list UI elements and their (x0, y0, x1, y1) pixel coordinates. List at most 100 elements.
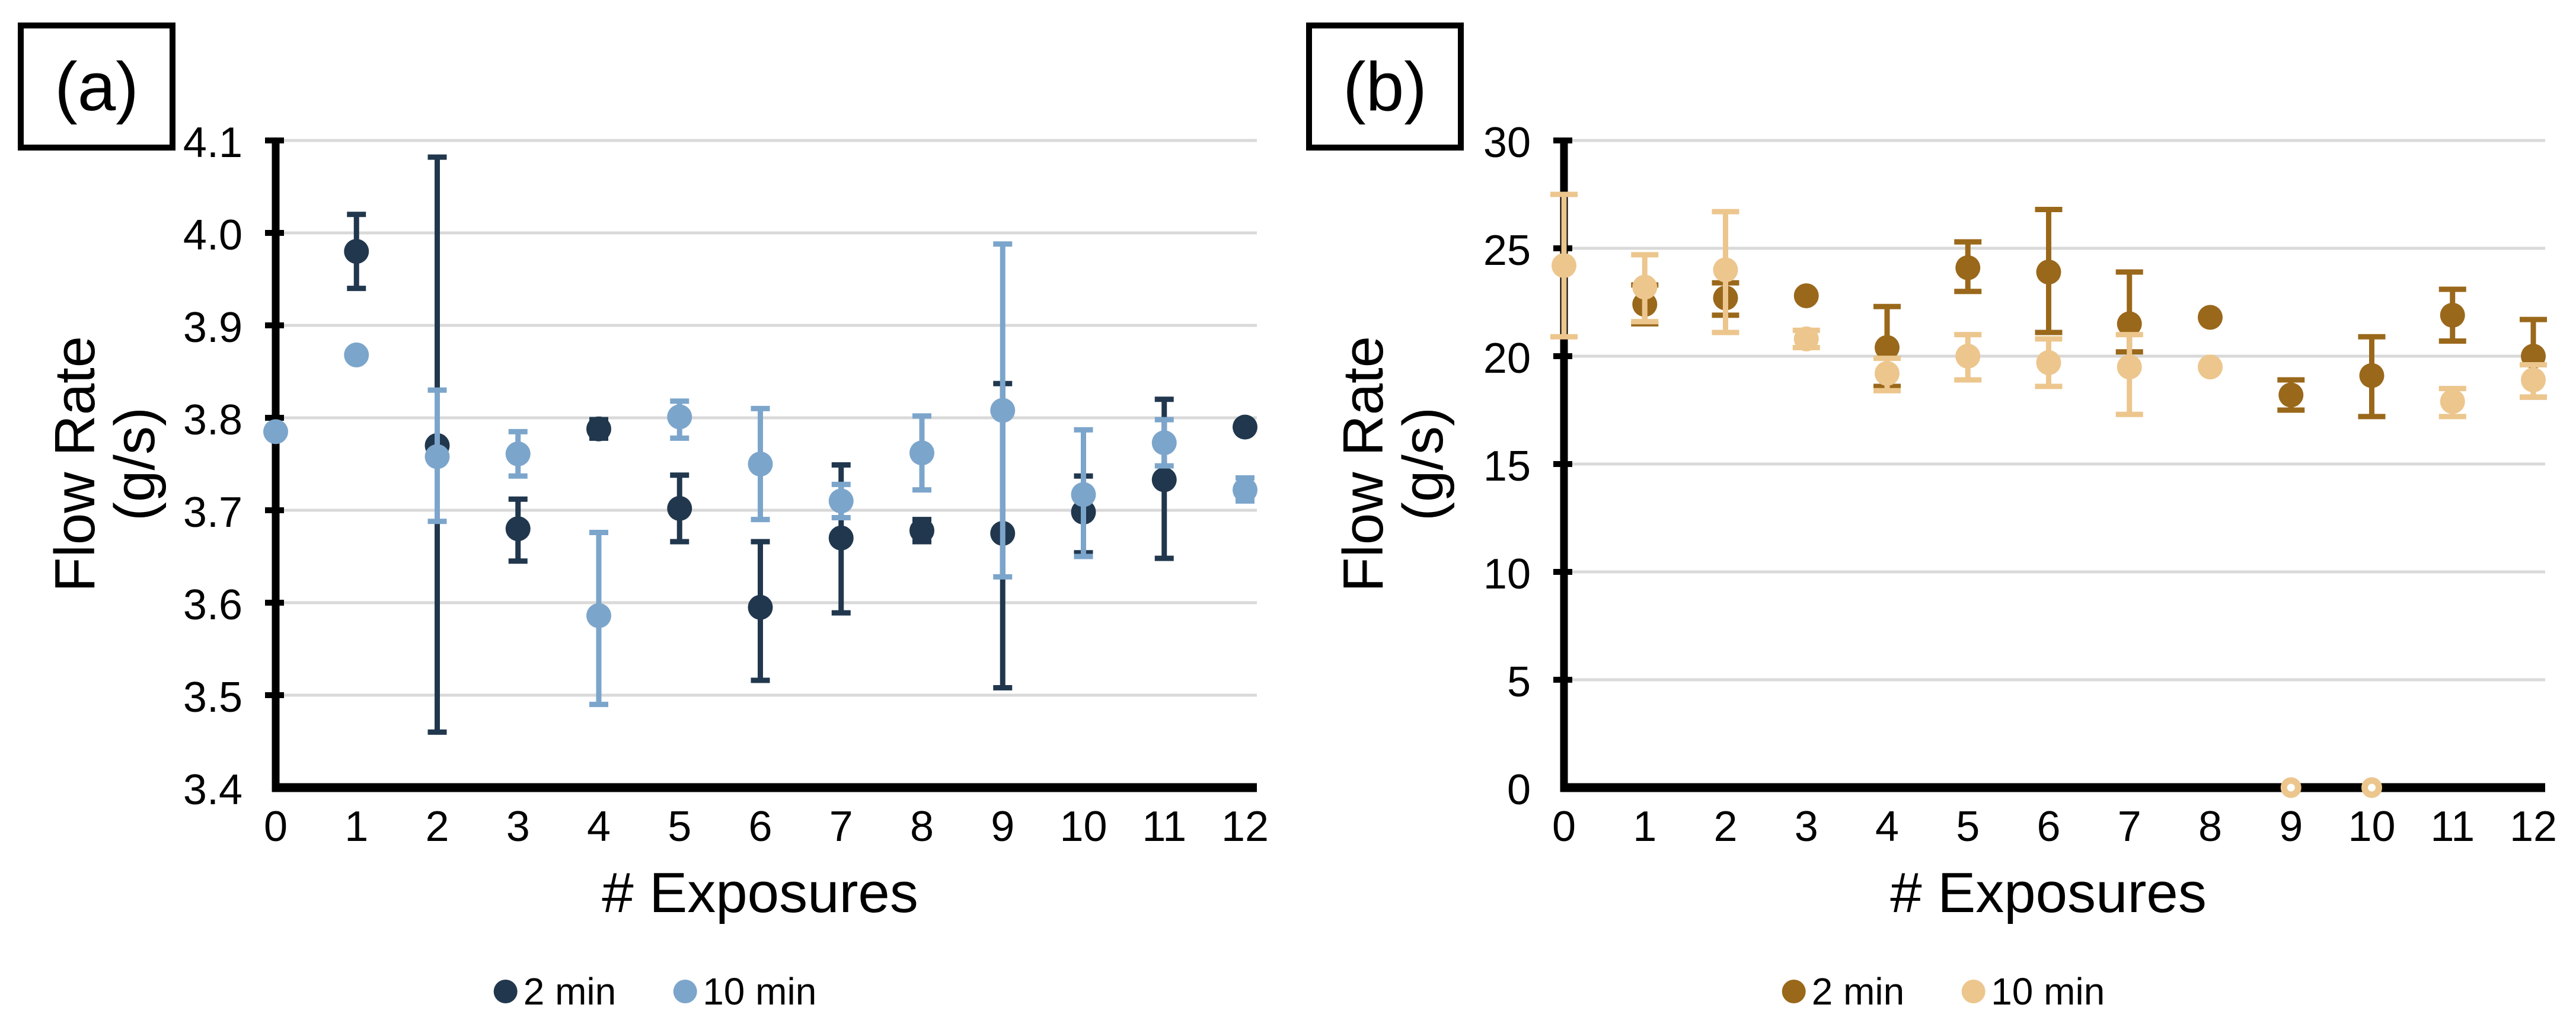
x-tick-label: 4 (587, 803, 611, 850)
data-point (424, 444, 450, 469)
panel-a: 3.4 3.5 3.6 3.7 3.8 3.9 4.0 4.1 0 1 2 3 4 5 6 7 8 9 10 11 12… (18, 23, 1269, 1013)
y-tick-label: 3.8 (183, 396, 242, 444)
data-point (909, 440, 934, 466)
data-point (2036, 260, 2061, 285)
data-point (1955, 344, 1981, 369)
data-point (586, 603, 611, 628)
legend-label-10min: 10 min (1991, 970, 2105, 1013)
legend-dot-2min-icon (493, 980, 518, 1003)
legend-item-10min: 10 min (1961, 970, 2105, 1013)
legend-dot-10min-icon (673, 980, 697, 1003)
data-point (748, 594, 773, 620)
data-point-ring (2361, 777, 2382, 798)
x-tick-label: 0 (1552, 803, 1576, 850)
panel-b-y-axis-title: Flow Rate (g/s) (1332, 335, 1455, 593)
x-tick-label: 3 (1795, 803, 1818, 850)
data-point (2278, 382, 2304, 408)
panel-a-x-axis-title: # Exposures (602, 861, 918, 925)
x-tick-label: 11 (2430, 803, 2475, 850)
y-tick-label: 3.9 (183, 304, 242, 351)
data-point (2521, 367, 2546, 393)
legend-label-10min: 10 min (703, 970, 817, 1013)
y-tick-label: 0 (1507, 766, 1531, 814)
data-point (2117, 311, 2142, 337)
y-axis-title-line-1: Flow Rate (1332, 335, 1396, 593)
x-tick-label: 2 (1713, 803, 1737, 850)
data-point (828, 488, 854, 514)
y-tick-label: 15 (1483, 443, 1531, 490)
gridlines (1564, 139, 2545, 682)
data-point (2359, 363, 2385, 388)
y-axis-title-line-1: Flow Rate (43, 335, 107, 593)
x-tick-label: 3 (506, 803, 530, 850)
data-point (1632, 274, 1658, 300)
panel-a-legend: 2 min 10 min (493, 970, 816, 1013)
y-tick-label: 3.7 (183, 489, 242, 536)
x-tick-label: 0 (264, 803, 288, 850)
y-tick-label: 4.1 (183, 119, 242, 167)
data-point (1233, 477, 1257, 503)
x-tick-label: 1 (1633, 803, 1656, 850)
y-tick-label: 30 (1483, 119, 1531, 167)
panel-b-x-axis-title: # Exposures (1890, 861, 2207, 925)
y-tick-label: 3.5 (183, 674, 242, 721)
x-tick-label: 2 (425, 803, 449, 850)
data-point (2198, 354, 2223, 380)
data-point (667, 495, 692, 521)
series-2-min (1631, 206, 2547, 420)
series-10-min (263, 241, 1257, 708)
legend-dot-2min-icon (1782, 980, 1806, 1003)
data-point (263, 419, 288, 444)
data-point (1552, 253, 1576, 279)
y-tick-label: 5 (1507, 658, 1531, 706)
data-point (344, 239, 369, 264)
data-point (1875, 361, 1900, 386)
y-tick-label: 20 (1483, 335, 1531, 382)
y-tick-labels: 0 5 10 15 20 25 30 (1483, 119, 1531, 814)
y-tick-label: 3.6 (183, 581, 242, 629)
data-point-ring (2280, 777, 2302, 798)
data-point (505, 516, 531, 542)
panel-b-label: (b) (1306, 23, 1464, 151)
x-tick-label: 10 (1059, 803, 1107, 850)
y-tick-label: 10 (1483, 551, 1531, 598)
panel-b: 0 5 10 15 20 25 30 0 1 2 3 4 5 6 7 8 9 10 11 12 (b) Flow Ra… (1288, 0, 2576, 1030)
y-axis-title-line-2: (g/s) (103, 407, 167, 522)
y-tick-label: 3.4 (183, 766, 242, 814)
panel-a-label: (a) (18, 23, 175, 151)
data-point (909, 518, 934, 543)
x-tick-label: 6 (2036, 803, 2060, 850)
data-point (1151, 430, 1177, 456)
panel-a-y-axis-title: Flow Rate (g/s) (43, 335, 167, 593)
y-tick-labels: 3.4 3.5 3.6 3.7 3.8 3.9 4.0 4.1 (183, 119, 242, 814)
data-point (828, 525, 854, 551)
series-10-min (1550, 191, 2547, 798)
y-tick-label: 25 (1483, 227, 1531, 274)
series-2-min (344, 154, 1257, 735)
panel-b-tag-text: (b) (1343, 48, 1427, 125)
data-point (1151, 467, 1177, 492)
data-point (2117, 354, 2142, 380)
data-point (2440, 302, 2465, 328)
x-tick-label: 7 (829, 803, 853, 850)
data-point (990, 398, 1016, 423)
legend-label-2min: 2 min (1811, 970, 1905, 1013)
x-tick-label: 12 (2510, 803, 2557, 850)
x-tick-label: 8 (2198, 803, 2222, 850)
panel-b-legend: 2 min 10 min (1782, 970, 2105, 1013)
data-point (2440, 389, 2465, 414)
data-point (1793, 326, 1819, 351)
y-axis-title-line-2: (g/s) (1391, 407, 1455, 522)
data-point (2036, 350, 2061, 375)
legend-item-2min: 2 min (1782, 970, 1905, 1013)
x-tick-label: 5 (668, 803, 691, 850)
legend-item-2min: 2 min (493, 970, 616, 1013)
x-tick-label: 9 (2279, 803, 2303, 850)
x-tick-label: 11 (1142, 803, 1186, 850)
data-point (1793, 283, 1819, 309)
legend-item-10min: 10 min (673, 970, 816, 1013)
x-tick-label: 10 (2348, 803, 2395, 850)
data-point (667, 404, 692, 430)
